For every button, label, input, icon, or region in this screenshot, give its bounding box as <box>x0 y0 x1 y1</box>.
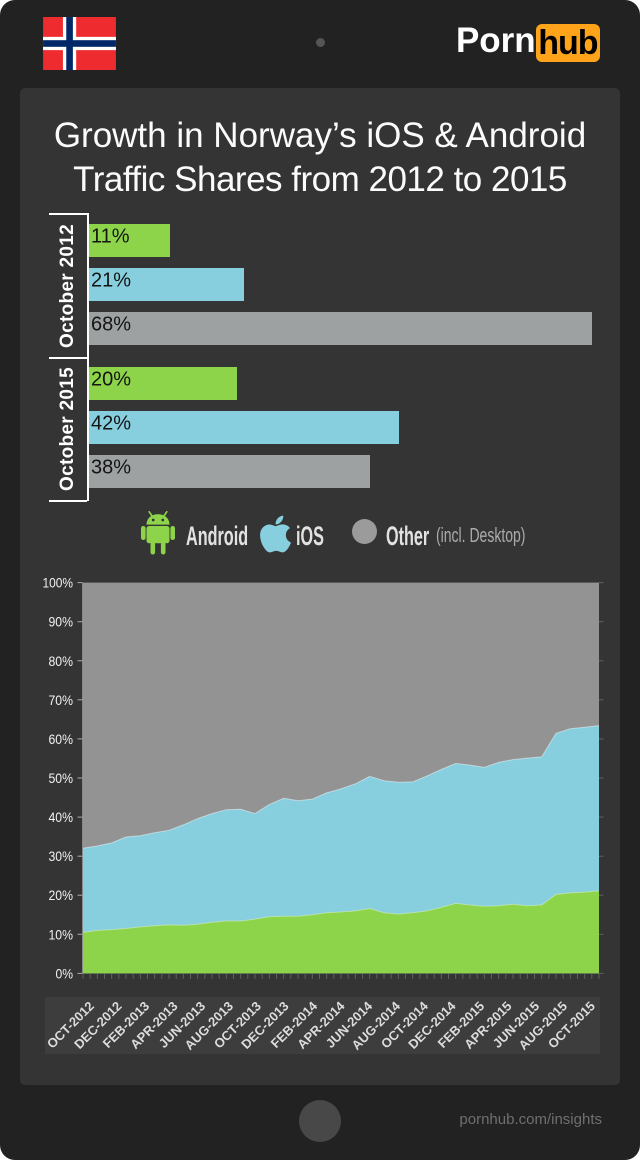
svg-text:50%: 50% <box>49 770 74 786</box>
svg-text:90%: 90% <box>49 614 74 630</box>
svg-text:10%: 10% <box>49 926 74 942</box>
svg-text:20%: 20% <box>49 887 74 903</box>
svg-text:70%: 70% <box>49 692 74 708</box>
svg-text:0%: 0% <box>56 965 74 981</box>
svg-text:60%: 60% <box>49 731 74 747</box>
svg-text:40%: 40% <box>49 809 74 825</box>
svg-text:100%: 100% <box>43 575 74 591</box>
svg-text:80%: 80% <box>49 653 74 669</box>
svg-text:30%: 30% <box>49 848 74 864</box>
